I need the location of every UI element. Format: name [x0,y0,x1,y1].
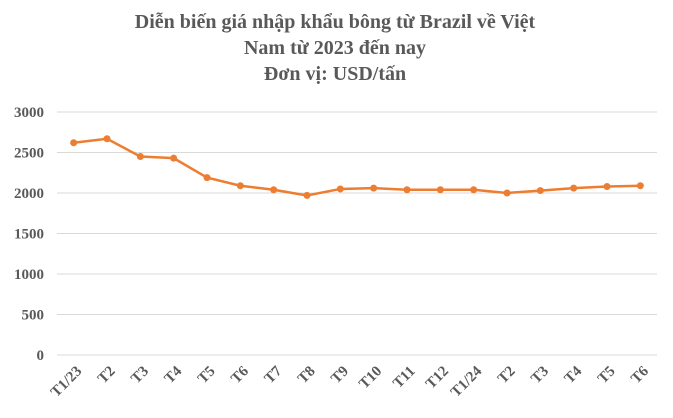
x-tick-label: T1/24 [448,363,486,401]
y-tick-label: 1000 [14,267,44,283]
chart-subtitle: Đơn vị: USD/tấn [264,63,406,85]
point [303,191,311,199]
point [270,186,278,194]
point [536,187,544,195]
point [70,139,78,147]
y-tick-label: 3000 [14,105,44,121]
y-tick-label: 1500 [14,227,44,243]
x-tick-label: T12 [423,363,452,392]
point [503,189,511,197]
chart-title: Nam từ 2023 đến nay [244,37,426,59]
x-tick-label: T4 [562,363,586,387]
point [436,186,444,194]
point [103,135,111,143]
x-tick-label: T7 [262,363,286,387]
x-tick-label: T4 [162,363,186,387]
line [73,137,641,197]
x-tick-label: T5 [595,363,619,387]
point [336,185,344,193]
point [603,183,611,191]
y-tick-label: 2500 [14,146,44,162]
point [570,184,578,192]
point [236,182,244,190]
x-tick-label: T1/23 [48,363,85,400]
point [470,186,478,194]
x-tick-label: T8 [295,363,319,387]
point [203,174,211,182]
point [370,184,378,192]
point [136,153,144,161]
x-tick-label: T2 [95,363,119,387]
x-tick-label: T6 [228,363,252,387]
point [403,186,411,194]
x-tick-label: T9 [328,363,352,387]
x-tick-label: T11 [390,363,418,391]
x-tick-label: T10 [356,363,385,392]
y-tick-label: 2000 [14,186,44,202]
x-tick-label: T5 [195,363,219,387]
x-tick-label: T6 [628,363,652,387]
y-tick-label: 0 [37,348,45,364]
chart-title: Diễn biến giá nhập khẩu bông từ Brazil v… [135,11,536,33]
y-tick-label: 500 [22,308,45,324]
point [170,154,178,162]
point [636,182,644,190]
x-tick-label: T3 [528,363,552,387]
x-tick-label: T3 [128,363,152,387]
x-tick-label: T2 [495,363,519,387]
